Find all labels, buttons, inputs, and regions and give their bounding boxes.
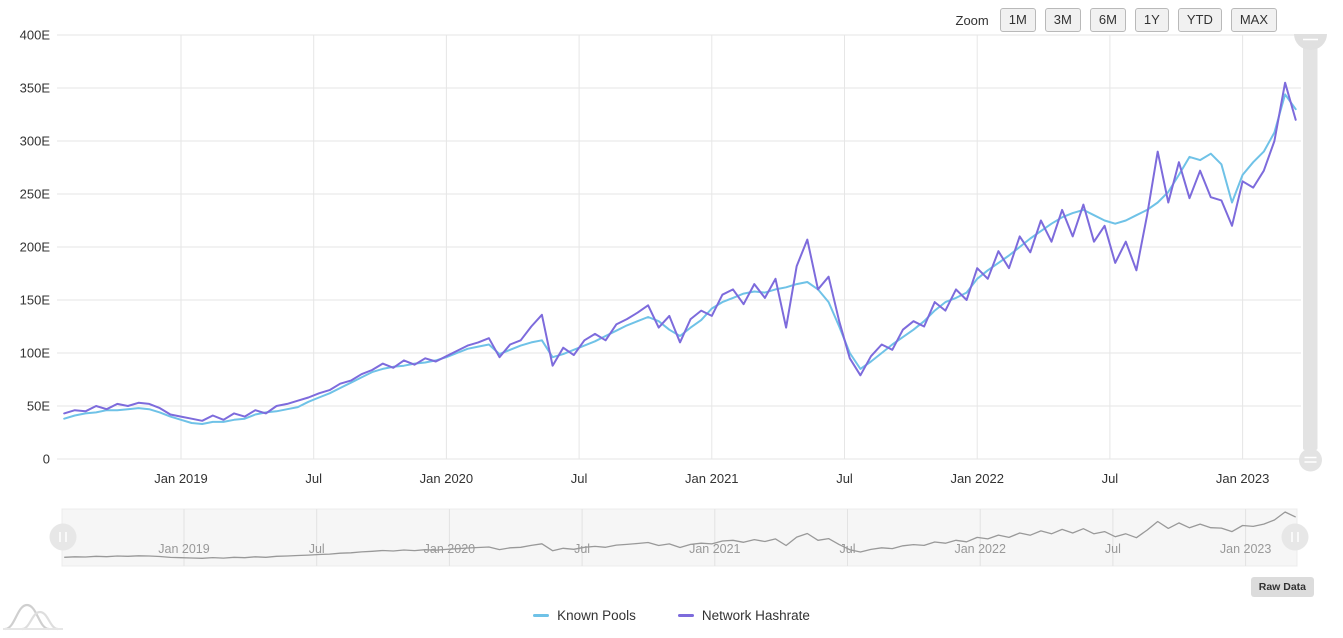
watermark-logo-icon — [4, 603, 50, 631]
y-axis-label: 200E — [20, 240, 51, 255]
raw-data-button[interactable]: Raw Data — [1250, 577, 1314, 597]
y-axis-label: 150E — [20, 293, 51, 308]
x-axis-label: Jul — [305, 471, 322, 486]
y-axis-label: 100E — [20, 346, 51, 361]
x-axis-label: Jul — [1102, 471, 1119, 486]
navigator-left-handle[interactable] — [49, 523, 77, 551]
navigator-right-handle[interactable] — [1281, 523, 1309, 551]
zoom-button-1m[interactable]: 1M — [999, 8, 1036, 33]
navigator-axis-label: Jan 2021 — [689, 542, 740, 556]
zoom-button-ytd[interactable]: YTD — [1177, 8, 1222, 33]
legend-item-known-pools[interactable]: Known Pools — [533, 608, 636, 623]
x-axis-label: Jan 2023 — [1216, 471, 1270, 486]
y-axis-label: 50E — [27, 399, 50, 414]
x-axis-label: Jul — [571, 471, 588, 486]
chart-legend: Known Pools Network Hashrate — [0, 608, 1343, 623]
series-line-known-pools — [63, 93, 1297, 425]
y-axis-label: 400E — [20, 28, 51, 43]
zoom-button-1y[interactable]: 1Y — [1134, 8, 1169, 33]
x-axis-label: Jan 2022 — [950, 471, 1004, 486]
legend-item-network-hashrate[interactable]: Network Hashrate — [677, 608, 810, 623]
legend-label: Known Pools — [557, 608, 636, 623]
y-axis-label: 350E — [20, 81, 51, 96]
watermark-logo-icon — [21, 610, 59, 631]
navigator-axis-label: Jul — [1105, 542, 1121, 556]
navigator-axis-label: Jul — [574, 542, 590, 556]
legend-line-swatch — [533, 614, 550, 617]
y-axis-label: 250E — [20, 187, 51, 202]
zoom-button-3m[interactable]: 3M — [1044, 8, 1081, 33]
zoom-button-6m[interactable]: 6M — [1089, 8, 1126, 33]
x-axis-label: Jul — [836, 471, 853, 486]
zoom-buttons: 1M 3M 6M 1Y YTD MAX — [991, 8, 1277, 33]
x-axis-label: Jan 2021 — [685, 471, 739, 486]
navigator-axis-label: Jan 2023 — [1220, 542, 1271, 556]
y-scrollbar-top-handle[interactable] — [1294, 34, 1327, 50]
y-scrollbar-bottom-handle[interactable] — [1299, 448, 1322, 472]
y-axis-label: 300E — [20, 134, 51, 149]
zoom-toolbar-label: Zoom — [955, 12, 989, 28]
y-axis-label: 0 — [43, 452, 50, 467]
series-line-network-hashrate — [63, 81, 1297, 422]
x-axis-label: Jan 2019 — [154, 471, 208, 486]
navigator-axis-label: Jan 2019 — [158, 542, 209, 556]
navigator-series-line — [64, 511, 1296, 559]
zoom-toolbar: Zoom 1M 3M 6M 1Y YTD MAX — [955, 8, 1277, 33]
zoom-button-max[interactable]: MAX — [1230, 8, 1277, 33]
legend-label: Network Hashrate — [701, 608, 810, 623]
navigator-axis-label: Jan 2022 — [954, 542, 1005, 556]
y-scrollbar-track[interactable] — [1303, 46, 1318, 450]
x-axis-label: Jan 2020 — [420, 471, 474, 486]
navigator-axis-label: Jul — [309, 542, 325, 556]
legend-line-swatch — [677, 614, 694, 617]
